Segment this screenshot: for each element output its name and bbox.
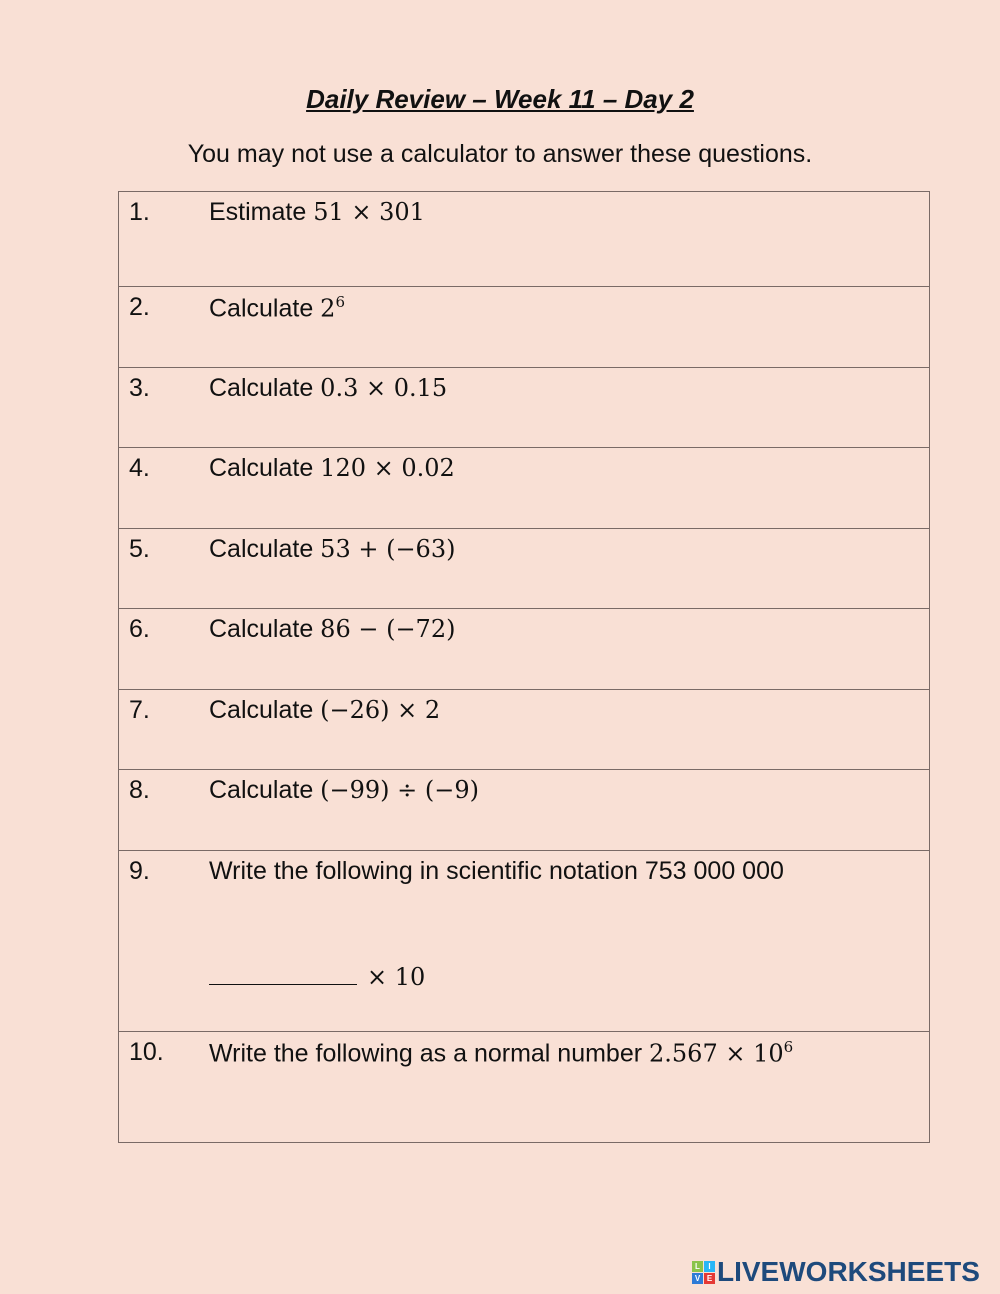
exponent: 6 <box>335 293 345 311</box>
question-text: Calculate 0.3 × 0.15 <box>209 374 448 402</box>
question-row: 2. Calculate 26 <box>118 286 930 368</box>
question-row: 7. Calculate (−26) × 2 <box>118 689 930 770</box>
logo-tiles-icon: L I V E <box>692 1260 715 1284</box>
exponent: 6 <box>783 1038 794 1056</box>
question-row: 8. Calculate (−99) ÷ (−9) <box>118 769 930 851</box>
question-cell: 3. Calculate 0.3 × 0.15 <box>118 367 930 448</box>
math-expression: (−99) ÷ (−9) <box>320 776 480 804</box>
question-cell: 2. Calculate 26 <box>118 286 930 368</box>
question-text: Estimate 51 × 301 <box>209 198 425 226</box>
instructions: You may not use a calculator to answer t… <box>187 140 813 168</box>
question-number: 7. <box>129 696 150 724</box>
math-expression: 0.3 × 0.15 <box>320 374 448 402</box>
question-cell: 10. Write the following as a normal numb… <box>118 1031 930 1143</box>
question-cell: 1. Estimate 51 × 301 <box>118 191 930 287</box>
question-number: 5. <box>129 535 150 563</box>
questions-table: 1. Estimate 51 × 301 2. Calculate 26 3. … <box>118 191 930 1143</box>
question-text: Write the following as a normal number 2… <box>209 1038 794 1068</box>
question-text: Calculate (−26) × 2 <box>209 696 441 724</box>
question-row: 5. Calculate 53 + (−63) <box>118 528 930 609</box>
page-title: Daily Review – Week 11 – Day 2 <box>306 84 694 114</box>
question-text: Calculate 53 + (−63) <box>209 535 456 563</box>
question-number: 2. <box>129 293 150 321</box>
question-number: 1. <box>129 198 150 226</box>
question-cell: 9. Write the following in scientific not… <box>118 850 930 1032</box>
logo-text: LIVEWORKSHEETS <box>717 1256 980 1287</box>
question-cell: 8. Calculate (−99) ÷ (−9) <box>118 769 930 851</box>
question-number: 8. <box>129 776 150 804</box>
question-cell: 6. Calculate 86 − (−72) <box>118 608 930 690</box>
question-text: Calculate 26 <box>209 293 345 323</box>
question-row: 9. Write the following in scientific not… <box>118 850 930 1032</box>
question-row: 10. Write the following as a normal numb… <box>118 1031 930 1143</box>
question-row: 6. Calculate 86 − (−72) <box>118 608 930 690</box>
math-expression: 2.567 × 10 <box>649 1039 784 1068</box>
answer-blank[interactable] <box>209 984 357 985</box>
question-text: Write the following in scientific notati… <box>209 857 784 885</box>
question-number: 3. <box>129 374 150 402</box>
question-row: 3. Calculate 0.3 × 0.15 <box>118 367 930 448</box>
math-expression: 86 − (−72) <box>320 615 456 643</box>
question-number: 4. <box>129 454 150 482</box>
question-text: Calculate 86 − (−72) <box>209 615 456 643</box>
question-number: 9. <box>129 857 150 885</box>
question-row: 1. Estimate 51 × 301 <box>118 191 930 287</box>
answer-line[interactable]: × 10 <box>209 963 425 992</box>
math-expression: 51 × 301 <box>313 198 425 226</box>
math-expression: (−26) × 2 <box>320 696 441 724</box>
question-cell: 5. Calculate 53 + (−63) <box>118 528 930 609</box>
question-number: 10. <box>129 1038 164 1066</box>
question-number: 6. <box>129 615 150 643</box>
question-cell: 7. Calculate (−26) × 2 <box>118 689 930 770</box>
question-cell: 4. Calculate 120 × 0.02 <box>118 447 930 529</box>
question-row: 4. Calculate 120 × 0.02 <box>118 447 930 529</box>
math-expression: 2 <box>320 294 336 323</box>
math-expression: 53 + (−63) <box>320 535 456 563</box>
math-expression: 120 × 0.02 <box>320 454 455 482</box>
liveworksheets-logo: L I V E LIVEWORKSHEETS <box>692 1256 980 1288</box>
question-text: Calculate 120 × 0.02 <box>209 454 455 482</box>
question-text: Calculate (−99) ÷ (−9) <box>209 776 480 804</box>
